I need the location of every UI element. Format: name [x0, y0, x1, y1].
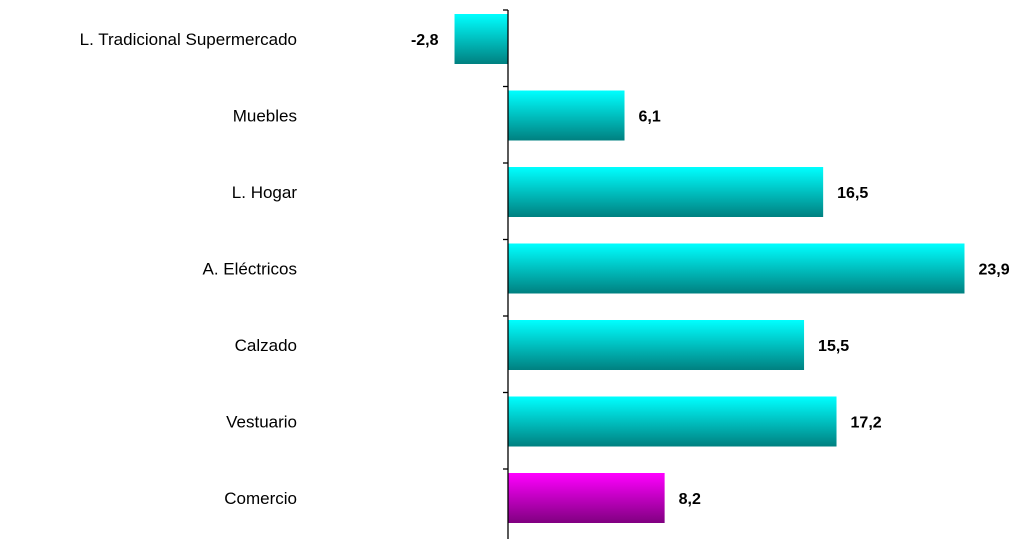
category-label: A. Eléctricos: [203, 260, 297, 279]
category-label: L. Hogar: [232, 183, 298, 202]
category-label: L. Tradicional Supermercado: [80, 30, 297, 49]
category-label: Comercio: [224, 489, 297, 508]
value-label: 17,2: [851, 415, 882, 432]
bar: [508, 243, 965, 294]
value-label: 6,1: [639, 109, 661, 126]
value-label: 23,9: [978, 262, 1009, 279]
value-label: -2,8: [411, 32, 439, 49]
bar: [508, 396, 837, 447]
category-label: Vestuario: [226, 413, 297, 432]
bar: [508, 90, 625, 141]
value-label: 8,2: [679, 491, 701, 508]
value-label: 15,5: [818, 338, 849, 355]
bar: [508, 320, 805, 370]
bar: [508, 167, 824, 217]
category-label: Muebles: [233, 107, 297, 126]
bar: [454, 14, 508, 64]
category-label: Calzado: [235, 336, 297, 355]
bar: [508, 473, 665, 523]
value-label: 16,5: [837, 185, 868, 202]
